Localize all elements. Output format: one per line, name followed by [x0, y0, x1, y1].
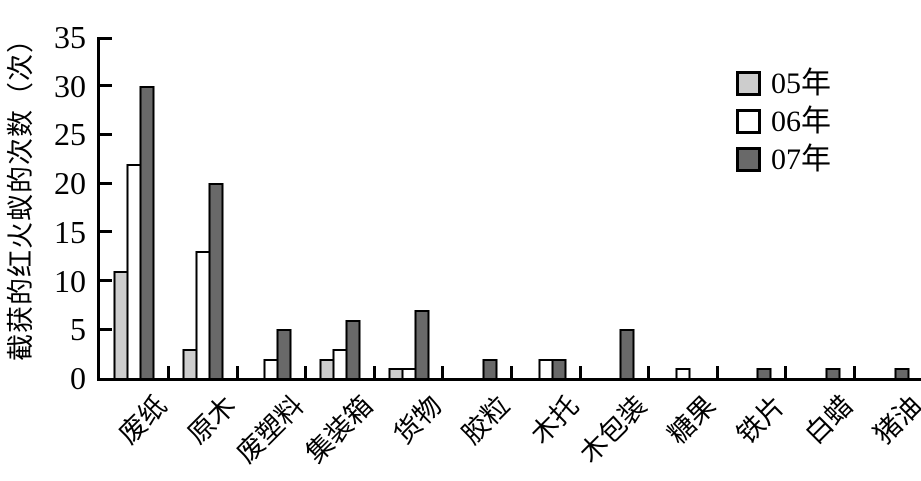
category-slot-12: 猪油: [854, 37, 921, 450]
x-tick-label: 白蜡: [799, 390, 859, 450]
y-tick-mark: [100, 230, 112, 234]
category-slot-11: 白蜡: [786, 37, 859, 450]
bar-group: [525, 359, 567, 378]
legend-swatch: [736, 147, 761, 172]
category-slot-1: 废纸: [100, 37, 173, 450]
y-tick-label: 20: [54, 165, 86, 202]
bar-series3-cat8: [619, 329, 635, 378]
x-tick-mark: [578, 366, 582, 378]
legend-label: 05年: [771, 67, 831, 100]
x-tick-mark: [304, 366, 308, 378]
legend-item-2: 06年: [736, 105, 831, 138]
x-tick-mark: [235, 366, 239, 378]
bar-series3-cat12: [894, 368, 910, 378]
bar-group: [319, 320, 361, 378]
x-tick-mark: [852, 366, 856, 378]
x-tick-mark: [372, 366, 376, 378]
bar-series3-cat7: [551, 359, 567, 378]
x-tick-mark: [509, 366, 513, 378]
x-tick-label: 原木: [181, 390, 242, 450]
legend-item-1: 05年: [736, 67, 831, 100]
category-slot-6: 胶粒: [443, 37, 516, 450]
x-tick-mark: [715, 366, 719, 378]
y-tick-label: 35: [54, 19, 86, 55]
x-tick-label: 废纸: [113, 390, 173, 450]
bar-series3-cat3: [276, 329, 292, 378]
legend-swatch: [736, 109, 761, 134]
bar-group: [731, 368, 772, 378]
y-tick-label: 10: [54, 262, 86, 299]
bar-group: [182, 183, 224, 378]
y-tick-mark: [100, 37, 112, 40]
legend-label: 06年: [771, 105, 831, 138]
x-tick-label: 猪油: [867, 390, 921, 450]
y-tick-label: 15: [54, 213, 86, 250]
x-tick-label: 木包装: [574, 390, 653, 469]
bar-series3-cat2: [208, 183, 224, 378]
y-tick-mark: [100, 84, 112, 88]
y-tick-label: 30: [54, 67, 86, 104]
category-slot-10: 铁片: [717, 37, 790, 450]
x-tick-label: 集装箱: [300, 390, 379, 469]
x-tick-label: 废塑料: [231, 390, 310, 469]
bar-group: [251, 329, 292, 378]
x-tick-label: 糖果: [662, 390, 722, 450]
legend: 05年 06年 07年: [736, 67, 831, 181]
bar-series3-cat5: [414, 310, 430, 378]
x-tick-label: 铁片: [730, 390, 791, 450]
category-slot-2: 原木: [169, 37, 241, 450]
bar-series3-cat11: [825, 368, 841, 378]
bar-series3-cat10: [756, 368, 772, 378]
x-tick-mark: [784, 366, 788, 378]
bar-group: [457, 359, 498, 378]
legend-swatch: [736, 71, 761, 96]
bar-series2-cat9: [675, 368, 691, 378]
category-slot-9: 糖果: [649, 37, 721, 450]
y-tick-mark: [100, 132, 112, 136]
y-tick-label: 5: [70, 311, 86, 348]
category-slots: 废纸 原木 废塑料 集装箱 货物 胶粒 木托 木包装 糖果 铁片 白蜡 猪油: [100, 37, 921, 469]
legend-label: 07年: [771, 143, 831, 176]
bar-group: [113, 86, 155, 378]
x-tick-mark: [441, 366, 445, 378]
y-tick-mark: [100, 327, 112, 331]
bar-group: [388, 310, 430, 378]
category-slot-3: 废塑料: [231, 37, 310, 469]
x-tick-mark: [647, 366, 651, 378]
bar-group: [800, 368, 841, 378]
y-tick-mark: [100, 279, 112, 283]
bar-group: [662, 368, 703, 378]
bar-series3-cat1: [139, 86, 155, 378]
x-tick-label: 胶粒: [456, 390, 516, 450]
y-tick-mark: [100, 181, 112, 185]
category-slot-8: 木包装: [574, 37, 653, 469]
bar-series3-cat6: [482, 359, 498, 378]
plot-area: 废纸 原木 废塑料 集装箱 货物 胶粒 木托 木包装 糖果 铁片 白蜡 猪油 05年 06年 07年: [97, 37, 921, 469]
legend-item-3: 07年: [736, 143, 831, 176]
bar-group: [594, 329, 635, 378]
y-tick-label: 0: [70, 360, 86, 396]
x-tick-label: 货物: [387, 390, 448, 450]
category-slot-7: 木托: [511, 37, 584, 450]
x-tick-mark: [167, 366, 171, 378]
category-slot-5: 货物: [374, 37, 447, 450]
category-slot-4: 集装箱: [300, 37, 379, 469]
bar-series3-cat4: [345, 320, 361, 378]
bar-group: [868, 368, 910, 378]
x-tick-label: 木托: [524, 390, 585, 450]
y-tick-label: 25: [54, 116, 86, 153]
